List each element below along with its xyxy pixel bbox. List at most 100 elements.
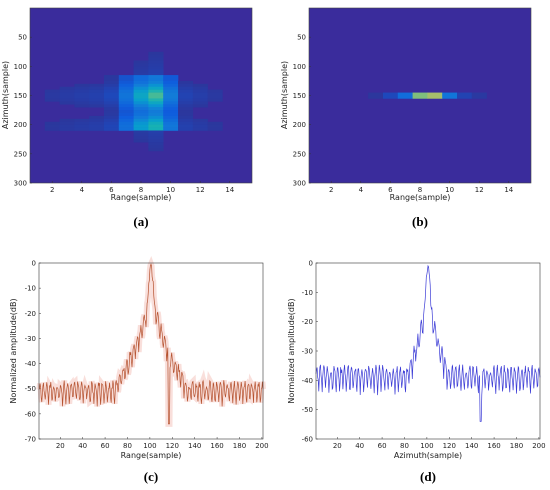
x-tick-label: 2	[50, 186, 54, 194]
heatmap-cell	[178, 104, 194, 108]
heatmap-cell	[207, 121, 223, 125]
heatmap-cell	[133, 118, 149, 123]
x-tick-label: 10	[445, 186, 454, 194]
heatmap-cell	[133, 133, 149, 137]
heatmap-cell	[148, 113, 164, 117]
y-tick-label: 200	[293, 121, 306, 129]
heatmap-cell	[118, 118, 134, 123]
heatmap-cell	[133, 130, 149, 134]
heatmap-cell	[192, 98, 208, 102]
heatmap-cell	[44, 127, 60, 131]
heatmap-cell	[74, 118, 90, 123]
x-tick-label: 8	[139, 186, 143, 194]
heatmap-cell	[118, 121, 134, 125]
y-tick-label: 50	[297, 34, 306, 42]
heatmap-cell	[192, 83, 208, 88]
x-tick-label: 2	[329, 186, 333, 194]
heatmap-cell	[148, 83, 164, 88]
heatmap-cell	[118, 104, 134, 108]
heatmap-cell	[104, 104, 120, 108]
x-tick-label: 80	[400, 442, 409, 450]
heatmap-cell	[74, 101, 90, 105]
plot-d-frame	[315, 262, 541, 440]
heatmap-cell	[59, 101, 75, 105]
heatmap-cell	[118, 110, 134, 114]
heatmap-cell	[104, 110, 120, 114]
heatmap-cell	[207, 95, 223, 99]
x-tick-label: 4	[359, 186, 364, 194]
heatmap-cell	[89, 98, 105, 102]
heatmap-cell	[59, 124, 75, 128]
y-tick-label: -50	[25, 385, 36, 393]
x-tick-label: 6	[388, 186, 393, 194]
x-tick-label: 120	[443, 442, 456, 450]
heatmap-cell	[368, 95, 384, 99]
heatmap-cell	[104, 80, 120, 85]
heatmap-cell	[148, 86, 164, 90]
heatmap-cell	[192, 86, 208, 90]
heatmap-cell	[148, 145, 164, 149]
heatmap-cell	[104, 121, 120, 125]
heatmap-cell	[118, 89, 134, 93]
heatmap-cell	[148, 78, 164, 82]
heatmap-cell	[163, 121, 179, 125]
heatmap-cell	[118, 92, 134, 96]
heatmap-cell	[104, 127, 120, 131]
heatmap-cell	[163, 78, 179, 82]
x-tick-label: 10	[166, 186, 175, 194]
y-tick-label: 100	[293, 63, 306, 71]
x-tick-label: 20	[56, 442, 65, 450]
y-tick-label: -30	[25, 335, 36, 343]
heatmap-cell	[133, 83, 149, 88]
heatmap-cell	[412, 92, 428, 96]
heatmap-cell	[148, 66, 164, 70]
heatmap-cell	[207, 89, 223, 93]
heatmap-cell	[133, 104, 149, 108]
heatmap-cell	[163, 86, 179, 90]
heatmap-a-ylabel: Azimuth(sample)	[1, 61, 10, 129]
heatmap-cell	[148, 104, 164, 108]
heatmap-cell	[178, 95, 194, 99]
heatmap-cell	[192, 121, 208, 125]
heatmap-cell	[163, 104, 179, 108]
heatmap-cell	[44, 121, 60, 125]
heatmap-cell	[133, 78, 149, 82]
heatmap-cell	[44, 92, 60, 96]
heatmap-cell	[89, 92, 105, 96]
heatmap-cell	[148, 107, 164, 111]
y-tick-label: 0	[309, 260, 313, 268]
plot-c-background	[39, 263, 263, 439]
x-tick-label: 40	[78, 442, 87, 450]
plot-d-ylabel: Normalized amplitude(dB)	[287, 298, 296, 403]
heatmap-cell	[118, 124, 134, 128]
heatmap-cell	[457, 95, 473, 99]
heatmap-cell	[118, 101, 134, 105]
heatmap-cell	[178, 83, 194, 88]
heatmap-cell	[178, 107, 194, 111]
heatmap-cell	[104, 95, 120, 99]
heatmap-cell	[118, 98, 134, 102]
y-tick-label: 250	[14, 150, 27, 158]
heatmap-cell	[74, 121, 90, 125]
heatmap-cell	[74, 98, 90, 102]
heatmap-cell	[148, 139, 164, 143]
heatmap-cell	[89, 101, 105, 105]
y-tick-label: -70	[25, 436, 36, 444]
y-tick-label: 200	[14, 121, 27, 129]
x-tick-label: 60	[101, 442, 110, 450]
heatmap-cell	[148, 92, 164, 96]
panel-c: 20 40 60 80 100 120 140 160 180 200 0 -10 -20 -30 -40 -…	[9, 255, 269, 484]
heatmap-cell	[178, 127, 194, 131]
heatmap-cell	[178, 113, 194, 117]
heatmap-cell	[104, 124, 120, 128]
heatmap-cell	[133, 98, 149, 102]
plot-c-ylabel: Normalized amplitude(dB)	[9, 298, 18, 403]
heatmap-cell	[133, 121, 149, 125]
heatmap-cell	[118, 75, 134, 79]
heatmap-cell	[148, 60, 164, 64]
heatmap-cell	[148, 72, 164, 76]
heatmap-a-cells	[44, 51, 223, 152]
heatmap-cell	[44, 98, 60, 102]
heatmap-cell	[148, 75, 164, 79]
heatmap-cell	[383, 95, 399, 99]
